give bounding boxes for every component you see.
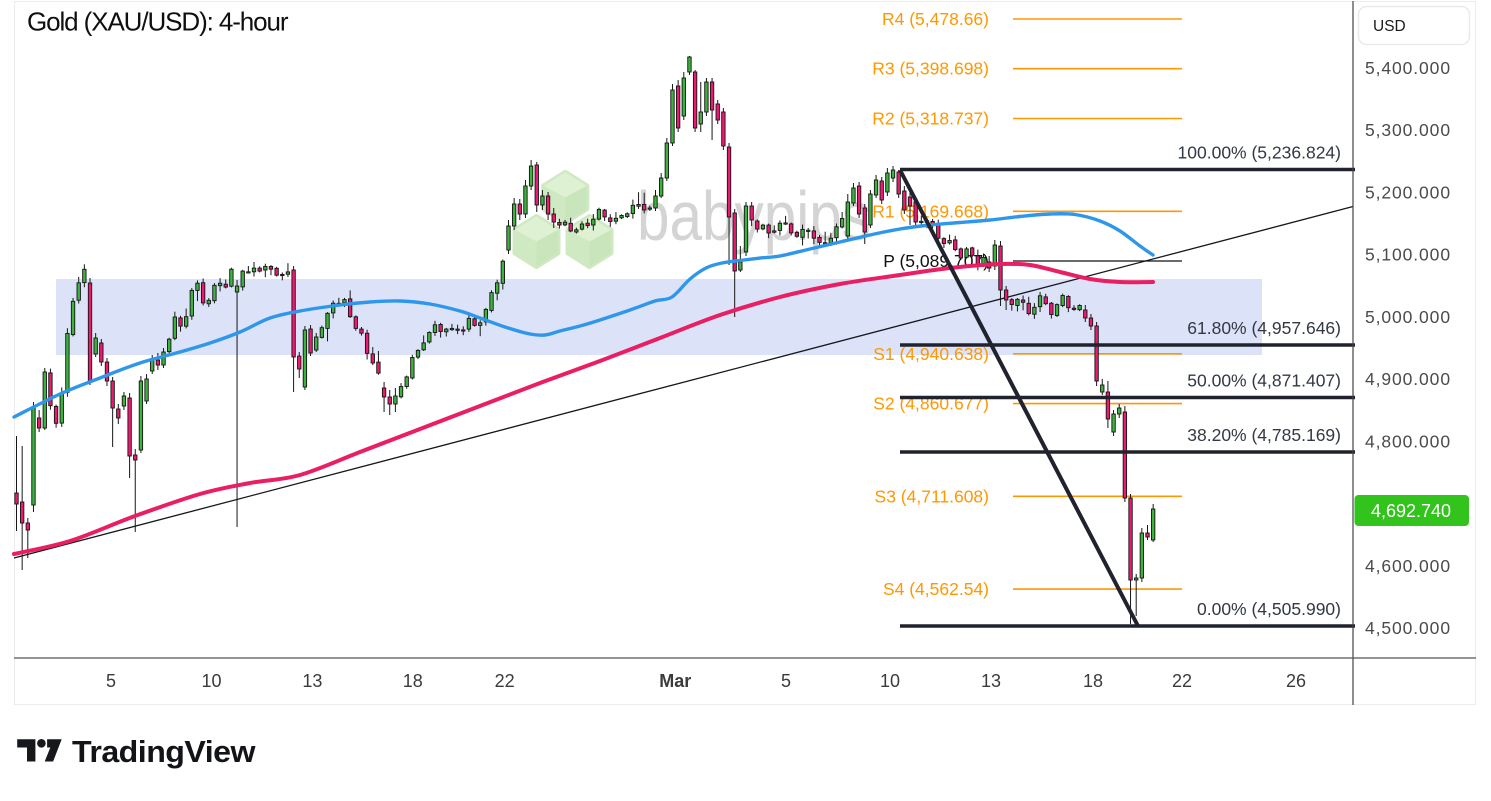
svg-text:R4 (5,478.66): R4 (5,478.66)	[882, 9, 989, 29]
svg-text:R3 (5,398.698): R3 (5,398.698)	[872, 59, 989, 79]
svg-text:26: 26	[1286, 671, 1306, 691]
svg-text:5: 5	[781, 671, 791, 691]
svg-text:5,400.000: 5,400.000	[1365, 58, 1451, 78]
svg-text:61.80% (4,957.646): 61.80% (4,957.646)	[1187, 318, 1341, 338]
svg-text:4,800.000: 4,800.000	[1365, 431, 1451, 451]
svg-text:13: 13	[302, 671, 322, 691]
svg-text:10: 10	[880, 671, 900, 691]
svg-text:4,692.740: 4,692.740	[1371, 501, 1451, 521]
svg-text:22: 22	[495, 671, 515, 691]
svg-text:R2 (5,318.737): R2 (5,318.737)	[872, 109, 989, 129]
svg-text:22: 22	[1172, 671, 1192, 691]
svg-text:4,500.000: 4,500.000	[1365, 618, 1451, 638]
svg-text:10: 10	[201, 671, 221, 691]
svg-text:50.00% (4,871.407): 50.00% (4,871.407)	[1187, 371, 1341, 391]
svg-text:R1 (5,169.668): R1 (5,169.668)	[872, 201, 989, 221]
svg-text:5,000.000: 5,000.000	[1365, 307, 1451, 327]
svg-text:100.00% (5,236.824): 100.00% (5,236.824)	[1178, 143, 1341, 163]
svg-text:USD: USD	[1373, 18, 1406, 35]
svg-text:5,300.000: 5,300.000	[1365, 120, 1451, 140]
svg-text:S1 (4,940.638): S1 (4,940.638)	[873, 344, 989, 364]
svg-text:4,600.000: 4,600.000	[1365, 556, 1451, 576]
svg-text:0.00% (4,505.990): 0.00% (4,505.990)	[1197, 599, 1341, 619]
svg-text:Gold (XAU/USD): 4-hour: Gold (XAU/USD): 4-hour	[27, 7, 289, 37]
svg-text:5,100.000: 5,100.000	[1365, 245, 1451, 265]
svg-text:S3 (4,711.608): S3 (4,711.608)	[875, 486, 989, 506]
svg-text:18: 18	[403, 671, 423, 691]
svg-text:Mar: Mar	[659, 671, 691, 691]
svg-text:13: 13	[981, 671, 1001, 691]
svg-text:S4 (4,562.54): S4 (4,562.54)	[883, 579, 989, 599]
svg-text:TradingView: TradingView	[72, 735, 256, 769]
svg-text:18: 18	[1083, 671, 1103, 691]
svg-text:38.20% (4,785.169): 38.20% (4,785.169)	[1187, 425, 1341, 445]
svg-text:4,900.000: 4,900.000	[1365, 369, 1451, 389]
svg-text:5: 5	[106, 671, 116, 691]
svg-text:5,200.000: 5,200.000	[1365, 182, 1451, 202]
